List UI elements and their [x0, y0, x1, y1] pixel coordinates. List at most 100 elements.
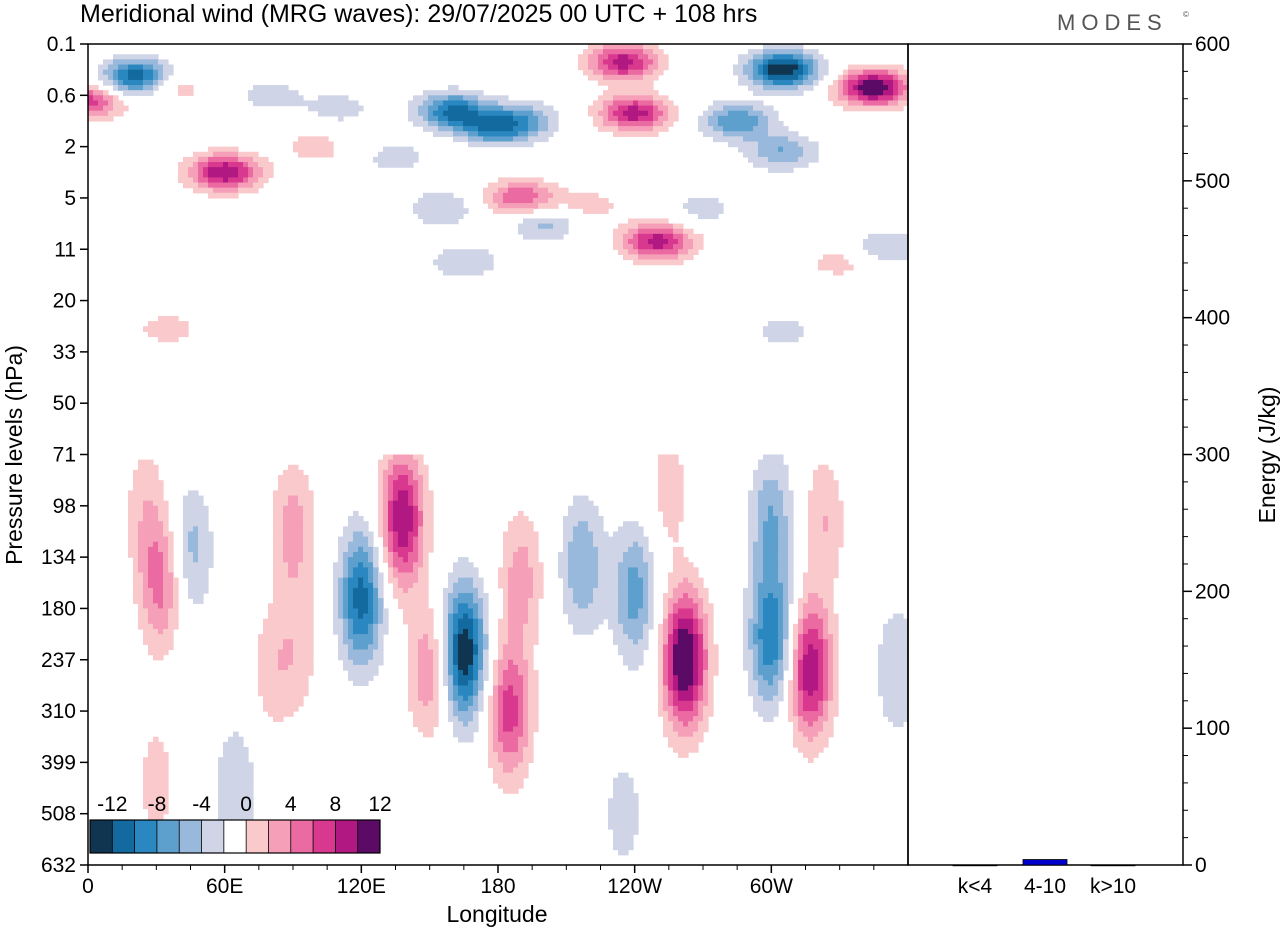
heatmap-cell — [428, 95, 449, 102]
heatmap-cell — [148, 613, 169, 620]
heatmap-cell — [803, 731, 819, 738]
heatmap-cell — [698, 613, 709, 620]
heatmap-cell — [693, 238, 704, 245]
heatmap-cell — [673, 726, 699, 733]
heatmap-cell — [823, 628, 829, 635]
heatmap-cell — [453, 675, 459, 681]
heatmap-cell — [458, 705, 469, 712]
heatmap-cell — [798, 74, 804, 81]
heatmap-cell — [808, 546, 839, 553]
heatmap-cell — [838, 85, 844, 91]
heatmap-cell — [813, 485, 839, 492]
heatmap-cell — [613, 100, 634, 107]
heatmap-cell — [708, 675, 714, 681]
heatmap-cell — [143, 762, 169, 769]
heatmap-cell — [578, 54, 589, 60]
heatmap-cell — [413, 469, 419, 476]
heatmap-cell — [793, 644, 799, 651]
heatmap-cell — [418, 726, 434, 733]
heatmap-cell — [778, 516, 789, 522]
heatmap-cell — [668, 115, 679, 122]
heatmap-cell — [743, 151, 759, 158]
heatmap-cell — [798, 639, 804, 645]
heatmap-cell — [408, 500, 414, 507]
heatmap-cell — [508, 603, 529, 610]
heatmap-cell — [783, 623, 789, 630]
heatmap-cell — [528, 700, 539, 707]
heatmap-cell — [808, 521, 824, 527]
heatmap-cell — [498, 752, 524, 758]
heatmap-cell — [748, 490, 759, 497]
heatmap-cell — [443, 628, 449, 635]
heatmap-cell — [578, 521, 589, 527]
heatmap-cell — [883, 79, 894, 86]
heatmap-cell — [818, 664, 824, 671]
heatmap-cell — [368, 593, 374, 599]
heatmap-cell — [658, 628, 664, 635]
heatmap-cell — [828, 608, 834, 615]
heatmap-cell — [283, 510, 304, 517]
heatmap-cell — [258, 685, 309, 692]
heatmap-cell — [793, 79, 804, 86]
heatmap-cell — [433, 259, 494, 266]
heatmap-cell — [643, 551, 654, 558]
heatmap-cell — [288, 500, 299, 507]
heatmap-cell — [713, 126, 724, 132]
heatmap-cell — [783, 593, 789, 599]
heatmap-cell — [418, 505, 424, 512]
heatmap-cell — [753, 649, 759, 656]
heatmap-cell — [703, 598, 709, 604]
heatmap-cell — [533, 593, 544, 599]
heatmap-cell — [633, 541, 639, 548]
heatmap-cell — [468, 670, 474, 676]
heatmap-cell — [518, 705, 524, 712]
heatmap-cell — [423, 218, 459, 225]
heatmap-cell — [588, 105, 604, 112]
heatmap-cell — [378, 613, 384, 620]
heatmap-cell — [133, 562, 139, 568]
heatmap-cell — [658, 54, 669, 60]
heatmap-cell — [413, 526, 419, 533]
brand-logo: MODES — [1057, 10, 1168, 35]
heatmap-cell — [903, 79, 908, 86]
heatmap-cell — [163, 521, 169, 527]
heatmap-cell — [403, 608, 434, 615]
heatmap-cell — [798, 141, 819, 148]
heatmap-cell — [478, 628, 484, 635]
heatmap-cell — [793, 659, 799, 666]
heatmap-cell — [523, 634, 539, 640]
heatmap-cell — [638, 100, 654, 107]
heatmap-cell — [163, 598, 174, 604]
heatmap-cell — [423, 490, 434, 497]
heatmap-cell — [473, 593, 479, 599]
heatmap-cell — [503, 598, 509, 604]
heatmap-cell — [423, 100, 434, 107]
heatmap-cell — [258, 675, 309, 681]
heatmap-cell — [813, 69, 819, 76]
heatmap-cell — [758, 593, 769, 599]
heatmap-cell — [188, 536, 199, 543]
heatmap-cell — [288, 464, 299, 471]
heatmap-cell — [878, 664, 908, 671]
heatmap-cell — [178, 162, 194, 168]
heatmap-cell — [508, 618, 529, 625]
heatmap-cell — [248, 162, 259, 168]
heatmap-cell — [698, 593, 709, 599]
heatmap-cell — [128, 495, 164, 502]
heatmap-cell — [828, 90, 839, 96]
heatmap-cell — [263, 167, 274, 173]
heatmap-cell — [488, 711, 494, 717]
heatmap-cell — [503, 608, 509, 615]
heatmap-cell — [748, 562, 754, 568]
heatmap-cell — [698, 603, 704, 610]
heatmap-cell — [643, 582, 649, 589]
heatmap-cell — [138, 526, 164, 533]
heatmap-cell — [673, 700, 694, 707]
heatmap-cell — [658, 490, 684, 497]
heatmap-cell — [748, 628, 754, 635]
heatmap-cell — [468, 603, 479, 610]
heatmap-cell — [808, 551, 839, 558]
heatmap-cell — [433, 685, 439, 692]
heatmap-cell — [563, 526, 574, 533]
heatmap-cell — [678, 238, 684, 245]
